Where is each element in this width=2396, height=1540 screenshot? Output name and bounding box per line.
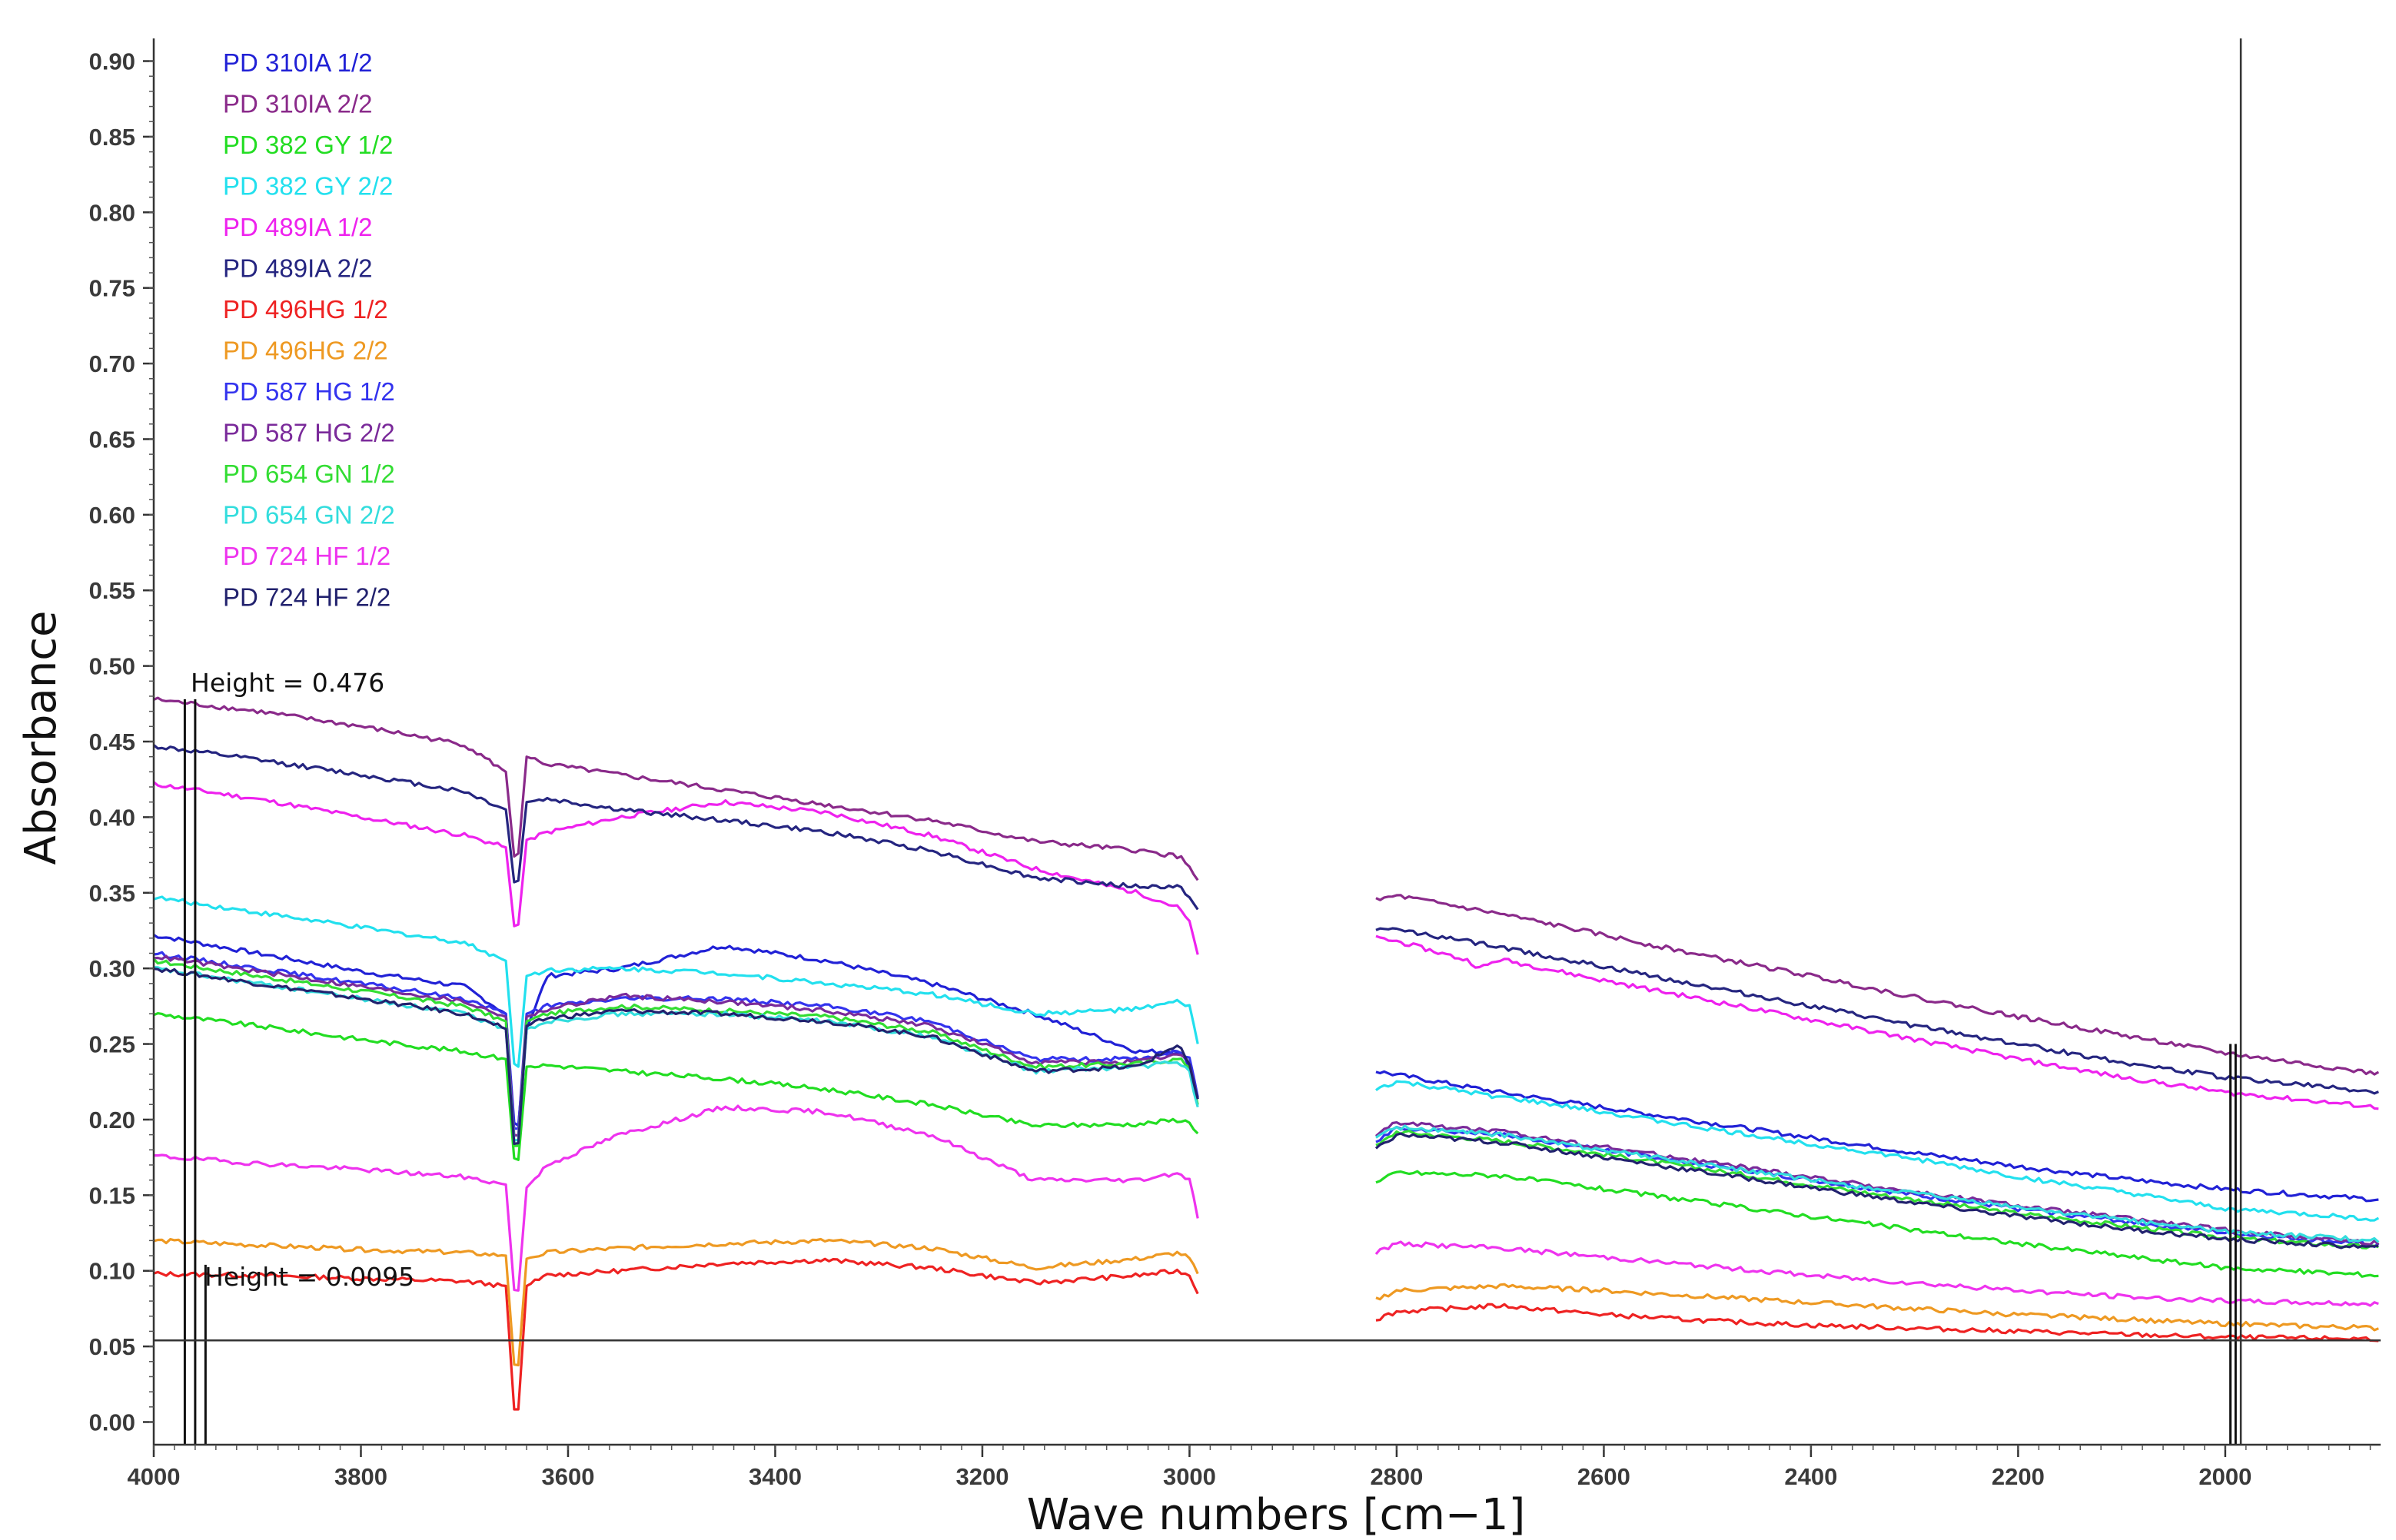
series-line-5-b [1375,934,2379,1110]
legend-entry-14: PD 724 HF 2/2 [223,583,390,612]
y-tick-label: 0.50 [89,653,135,680]
y-tick-label: 0.00 [89,1409,135,1435]
x-tick-label: 2400 [1784,1463,1837,1490]
y-tick-label: 0.35 [89,880,135,907]
y-tick-label: 0.75 [89,275,135,302]
y-tick-label: 0.15 [89,1182,135,1209]
x-tick-label: 3000 [1163,1463,1216,1490]
series-line-4-a [153,895,1199,1068]
legend-entry-5: PD 489IA 1/2 [223,213,372,241]
series-line-7-a [153,1257,1199,1411]
y-tick-label: 0.30 [89,955,135,982]
y-tick-label: 0.65 [89,426,135,453]
series-line-13-b [1374,1240,2379,1307]
legend-entry-2: PD 310IA 2/2 [223,90,372,118]
legend: PD 310IA 1/2 PD 310IA 2/2 PD 382 GY 1/2 PD … [223,48,395,612]
series-line-6-b [1375,927,2379,1095]
annotation-height-1: Height = 0.476 [191,668,384,698]
legend-entry-9: PD 587 HG 1/2 [223,377,395,406]
x-tick-label: 3200 [955,1463,1009,1490]
x-tick-label: 2600 [1577,1463,1630,1490]
legend-entry-4: PD 382 GY 2/2 [223,172,393,201]
y-tick-label: 0.60 [89,502,135,529]
x-tick-label: 3800 [334,1463,387,1490]
x-tick-label: 3400 [749,1463,802,1490]
y-tick-label: 0.10 [89,1258,135,1285]
legend-entry-13: PD 724 HF 1/2 [223,542,390,570]
y-tick-label: 0.55 [89,577,135,604]
legend-entry-7: PD 496HG 1/2 [223,295,388,324]
series-line-13-a [154,1104,1199,1292]
series-line-8-b [1375,1283,2379,1332]
series-line-12-b [1375,1124,2380,1243]
legend-entry-12: PD 654 GN 2/2 [223,501,395,529]
series-line-10-a [153,954,1199,1137]
y-tick-label: 0.90 [89,48,135,75]
y-tick-label: 0.85 [89,124,135,151]
series-line-12-a [153,966,1199,1142]
legend-entry-11: PD 654 GN 1/2 [223,460,395,488]
series-line-1-a [153,934,1199,1127]
y-tick-label: 0.70 [89,350,135,377]
series-line-11-b [1375,1130,2379,1250]
series-line-6-a [152,744,1199,911]
series-line-14-a [153,967,1199,1145]
legend-entry-10: PD 587 HG 2/2 [223,419,395,447]
series-line-2-b [1375,894,2380,1076]
y-tick-label: 0.05 [89,1333,135,1360]
legend-entry-1: PD 310IA 1/2 [223,48,372,77]
axes-layer: 0.00 0.05 0.10 0.15 0.20 0.25 0.30 0.35 0.40 0.45… [89,38,2381,1490]
y-tick-label: 0.80 [89,199,135,226]
x-axis-title: Wave numbers [cm−1] [1027,1490,1526,1540]
y-tick-label: 0.25 [89,1031,135,1058]
series-layer [152,696,2380,1411]
series-line-7-b [1375,1303,2379,1343]
series-line-8-a [153,1237,1199,1367]
series-line-2-a [153,696,1199,881]
series-line-10-b [1374,1121,2380,1246]
legend-entry-6: PD 489IA 2/2 [223,254,372,283]
annotation-height-2: Height = 0.0095 [204,1262,414,1292]
series-line-3-a [153,1012,1199,1161]
legend-entry-8: PD 496HG 2/2 [223,337,388,365]
x-tick-label: 4000 [128,1463,181,1490]
x-tick-label: 2000 [2198,1463,2251,1490]
legend-entry-3: PD 382 GY 1/2 [223,131,393,159]
y-tick-label: 0.45 [89,729,135,755]
series-line-5-a [152,781,1199,955]
x-tick-label: 2200 [1992,1463,2045,1490]
series-line-14-b [1374,1132,2379,1250]
series-line-3-b [1375,1170,2379,1278]
x-tick-label: 2800 [1370,1463,1423,1490]
series-line-4-b [1375,1080,2380,1222]
series-line-1-b [1375,1070,2379,1203]
series-line-11-a [152,958,1199,1147]
marker-layer [154,38,2381,1445]
annotations: Height = 0.476 Height = 0.0095 [191,668,414,1292]
y-axis-title: Absorbance [16,611,66,865]
y-tick-label: 0.20 [89,1107,135,1133]
y-tick-label: 0.40 [89,804,135,831]
x-tick-label: 3600 [541,1463,594,1490]
